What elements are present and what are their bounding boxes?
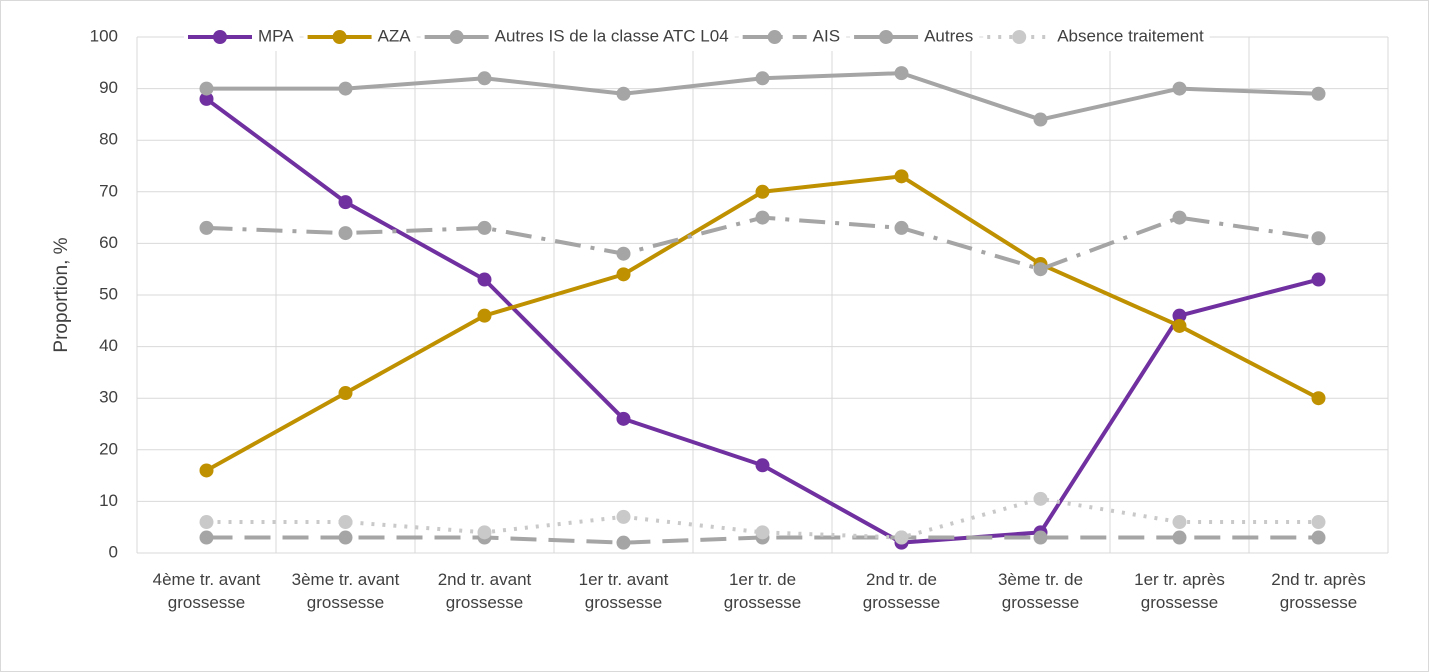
y-tick-label: 90 xyxy=(99,78,118,97)
data-point xyxy=(477,308,492,323)
x-tick-label: 1er tr. avant grossesse xyxy=(578,570,669,612)
y-tick-label: 80 xyxy=(99,130,118,149)
data-point xyxy=(199,220,214,235)
legend-label: AZA xyxy=(378,26,412,45)
data-point xyxy=(338,81,353,96)
data-point xyxy=(1033,491,1048,506)
data-point xyxy=(1033,530,1048,545)
data-point xyxy=(477,71,492,86)
x-tick-label: 2nd tr. avant grossesse xyxy=(437,570,532,612)
data-point xyxy=(1172,210,1187,225)
data-point xyxy=(338,515,353,530)
data-point xyxy=(894,220,909,235)
legend-label: MPA xyxy=(258,26,294,45)
data-point xyxy=(616,509,631,524)
data-point xyxy=(616,411,631,426)
data-point xyxy=(894,169,909,184)
legend-marker xyxy=(449,30,464,44)
legend-label: AIS xyxy=(813,26,840,45)
data-point xyxy=(894,66,909,81)
y-tick-label: 10 xyxy=(99,491,118,510)
x-tick-label: 4ème tr. avant grossesse xyxy=(152,570,261,612)
y-tick-label: 60 xyxy=(99,233,118,252)
data-point xyxy=(338,386,353,401)
data-point xyxy=(1033,262,1048,277)
data-point xyxy=(1172,515,1187,530)
x-tick-label: 3ème tr. avant grossesse xyxy=(291,570,400,612)
data-point xyxy=(1311,86,1326,101)
y-axis-label: Proportion, % xyxy=(51,237,72,352)
legend-marker xyxy=(879,30,894,44)
x-tick-label: 2nd tr. de grossesse xyxy=(862,570,941,612)
data-point xyxy=(1311,530,1326,545)
y-tick-label: 40 xyxy=(99,336,118,355)
data-point xyxy=(199,515,214,530)
data-point xyxy=(338,530,353,545)
x-tick-label: 1er tr. après grossesse xyxy=(1134,570,1225,612)
data-point xyxy=(1172,318,1187,333)
data-point xyxy=(1172,81,1187,96)
data-point xyxy=(199,530,214,545)
y-tick-label: 100 xyxy=(90,26,118,45)
data-point xyxy=(616,535,631,550)
data-point xyxy=(616,86,631,101)
data-point xyxy=(338,195,353,210)
data-point xyxy=(755,184,770,199)
x-tick-label: 1er tr. de grossesse xyxy=(723,570,802,612)
data-point xyxy=(477,272,492,287)
series-line xyxy=(205,97,1320,545)
y-tick-label: 20 xyxy=(99,439,118,458)
legend-marker xyxy=(1012,30,1027,44)
data-point xyxy=(1311,515,1326,530)
data-point xyxy=(1172,308,1187,323)
data-point xyxy=(477,220,492,235)
data-point xyxy=(1311,272,1326,287)
y-tick-label: 50 xyxy=(99,284,118,303)
data-point xyxy=(894,530,909,545)
legend-label: Autres xyxy=(924,26,973,45)
data-point xyxy=(755,458,770,473)
data-point xyxy=(338,226,353,241)
series-line xyxy=(206,496,1319,540)
data-point xyxy=(1172,530,1187,545)
data-point xyxy=(477,525,492,540)
data-point xyxy=(755,210,770,225)
legend-label: Autres IS de la classe ATC L04 xyxy=(495,26,729,45)
data-point xyxy=(616,246,631,261)
y-tick-label: 0 xyxy=(109,542,118,561)
data-point xyxy=(616,267,631,282)
data-point xyxy=(199,91,214,106)
data-point xyxy=(1311,231,1326,246)
x-tick-label: 2nd tr. après grossesse xyxy=(1271,570,1366,612)
data-point xyxy=(1033,112,1048,127)
y-tick-label: 70 xyxy=(99,181,118,200)
legend-label: Absence traitement xyxy=(1057,26,1204,45)
legend-marker xyxy=(767,30,782,44)
data-point xyxy=(199,463,214,478)
data-point xyxy=(1311,391,1326,406)
data-point xyxy=(199,81,214,96)
data-point xyxy=(755,525,770,540)
legend-marker xyxy=(213,30,227,44)
data-point xyxy=(755,71,770,86)
legend-marker xyxy=(332,30,347,44)
y-tick-label: 30 xyxy=(99,388,118,407)
x-tick-label: 3ème tr. de grossesse xyxy=(997,570,1084,612)
